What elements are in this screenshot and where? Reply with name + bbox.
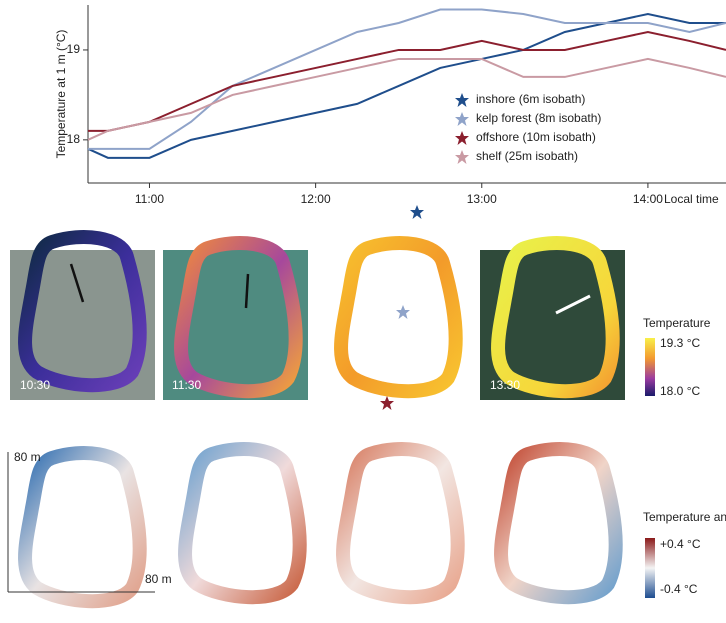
colorbar-title: Temperature anomaly <box>643 510 726 524</box>
arrow <box>555 294 591 315</box>
legend-label: shelf (25m isobath) <box>476 149 578 163</box>
scale-label: 80 m <box>14 450 41 464</box>
colorbar <box>645 538 655 598</box>
series-line <box>88 8 726 150</box>
arrow <box>244 273 250 309</box>
legend-marker <box>455 112 469 126</box>
time-label: 11:30 <box>172 378 201 392</box>
star <box>396 305 410 319</box>
colorbar-label: -0.4 °C <box>660 582 698 596</box>
x-tick-label: 12:00 <box>301 192 331 206</box>
colorbar-label: 18.0 °C <box>660 384 700 398</box>
loop <box>501 449 616 597</box>
colorbar-title: Temperature <box>643 316 711 330</box>
star <box>380 396 394 410</box>
map-panels: 10:30 11:30 13:30 Temperature 19.3 °C 18… <box>10 205 711 410</box>
legend-marker <box>455 131 469 145</box>
time-label: 10:30 <box>20 378 50 392</box>
line-chart: 18 19 11:00 12:00 13:00 14:00 Local time Temper… <box>54 5 726 206</box>
scale-label: 80 m <box>145 572 172 586</box>
legend-label: offshore (10m isobath) <box>476 130 596 144</box>
legend-label: kelp forest (8m isobath) <box>476 111 601 125</box>
y-tick-label: 18 <box>67 132 81 146</box>
anomaly-panels: 80 m 80 m Temperature anomaly +0.4 °C -0… <box>7 449 726 601</box>
x-axis-label: Local time <box>664 192 719 206</box>
legend-label: inshore (6m isobath) <box>476 92 585 106</box>
colorbar <box>645 338 655 396</box>
x-tick-label: 13:00 <box>467 192 497 206</box>
colorbar-label: +0.4 °C <box>660 537 701 551</box>
x-tick-label: 14:00 <box>633 192 663 206</box>
series-line <box>88 30 726 132</box>
series-line <box>87 57 726 141</box>
colorbar-label: 19.3 °C <box>660 336 700 350</box>
series-line <box>87 12 726 159</box>
x-tick-label: 11:00 <box>135 192 164 206</box>
loop <box>343 449 458 597</box>
arrow <box>69 263 85 303</box>
loop <box>185 449 300 597</box>
y-axis-label: Temperature at 1 m (°C) <box>54 30 68 159</box>
legend-marker <box>455 150 469 164</box>
legend-marker <box>455 93 469 107</box>
loop <box>341 243 456 391</box>
time-label: 13:30 <box>490 378 520 392</box>
loop <box>25 453 140 601</box>
y-tick-label: 19 <box>67 42 81 56</box>
star <box>410 205 424 219</box>
